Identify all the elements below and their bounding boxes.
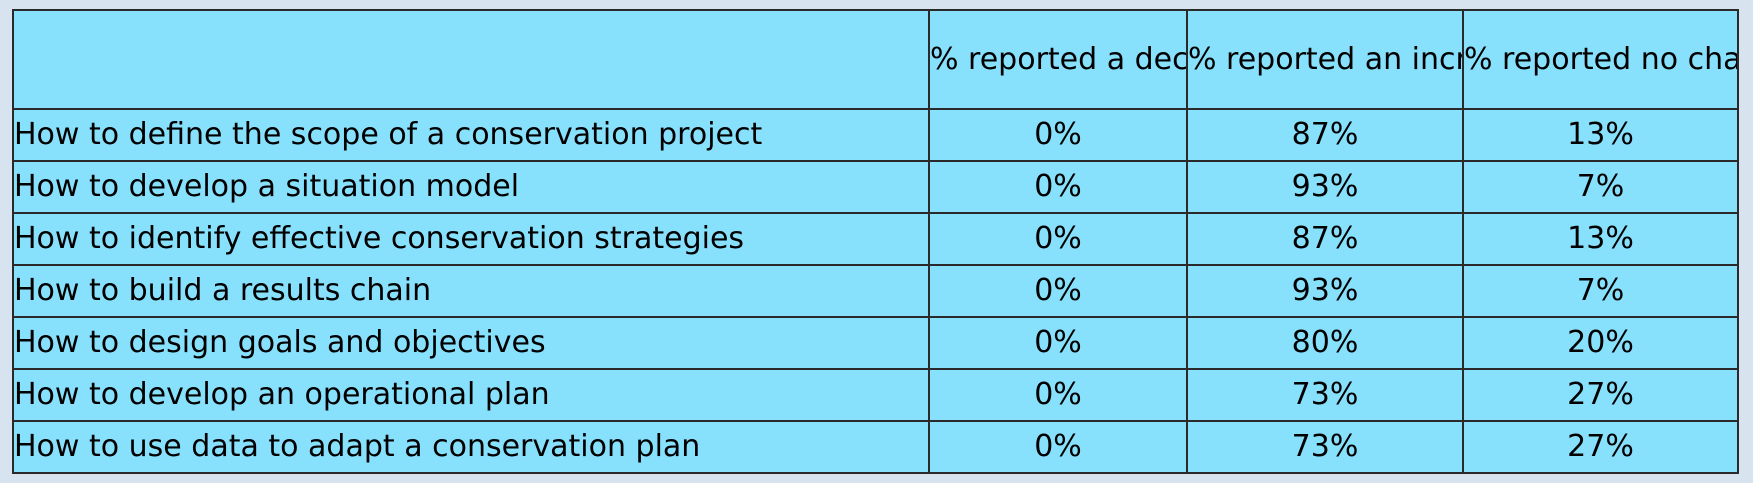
decrease-value: 0%	[928, 264, 1188, 318]
row-label: How to develop a situation model	[12, 160, 930, 214]
decrease-value: 0%	[928, 160, 1188, 214]
decrease-value: 0%	[928, 420, 1188, 474]
decrease-value: 0%	[928, 368, 1188, 422]
header-empty-cell	[12, 9, 930, 110]
decrease-value: 0%	[928, 108, 1188, 162]
increase-value: 93%	[1186, 264, 1464, 318]
increase-value: 73%	[1186, 368, 1464, 422]
increase-value: 93%	[1186, 160, 1464, 214]
increase-value: 73%	[1186, 420, 1464, 474]
header-increase: % reported an increase	[1186, 9, 1464, 110]
no-change-value: 7%	[1462, 160, 1739, 214]
row-label: How to build a results chain	[12, 264, 930, 318]
table-row: How to develop a situation model 0% 93% …	[12, 160, 1739, 214]
table-row: How to develop an operational plan 0% 73…	[12, 368, 1739, 422]
results-table: % reported a decrease % reported an incr…	[12, 9, 1739, 474]
row-label: How to design goals and objectives	[12, 316, 930, 370]
header-no-change: % reported no change	[1462, 9, 1739, 110]
table-row: How to use data to adapt a conservation …	[12, 420, 1739, 474]
no-change-value: 13%	[1462, 108, 1739, 162]
row-label: How to define the scope of a conservatio…	[12, 108, 930, 162]
decrease-value: 0%	[928, 316, 1188, 370]
increase-value: 87%	[1186, 212, 1464, 266]
row-label: How to use data to adapt a conservation …	[12, 420, 930, 474]
no-change-value: 20%	[1462, 316, 1739, 370]
table-row: How to define the scope of a conservatio…	[12, 108, 1739, 162]
decrease-value: 0%	[928, 212, 1188, 266]
header-decrease: % reported a decrease	[928, 9, 1188, 110]
no-change-value: 13%	[1462, 212, 1739, 266]
table-row: How to identify effective conservation s…	[12, 212, 1739, 266]
header-row: % reported a decrease % reported an incr…	[12, 9, 1739, 110]
table-row: How to design goals and objectives 0% 80…	[12, 316, 1739, 370]
increase-value: 87%	[1186, 108, 1464, 162]
row-label: How to identify effective conservation s…	[12, 212, 930, 266]
no-change-value: 27%	[1462, 420, 1739, 474]
table-row: How to build a results chain 0% 93% 7%	[12, 264, 1739, 318]
no-change-value: 7%	[1462, 264, 1739, 318]
increase-value: 80%	[1186, 316, 1464, 370]
no-change-value: 27%	[1462, 368, 1739, 422]
row-label: How to develop an operational plan	[12, 368, 930, 422]
